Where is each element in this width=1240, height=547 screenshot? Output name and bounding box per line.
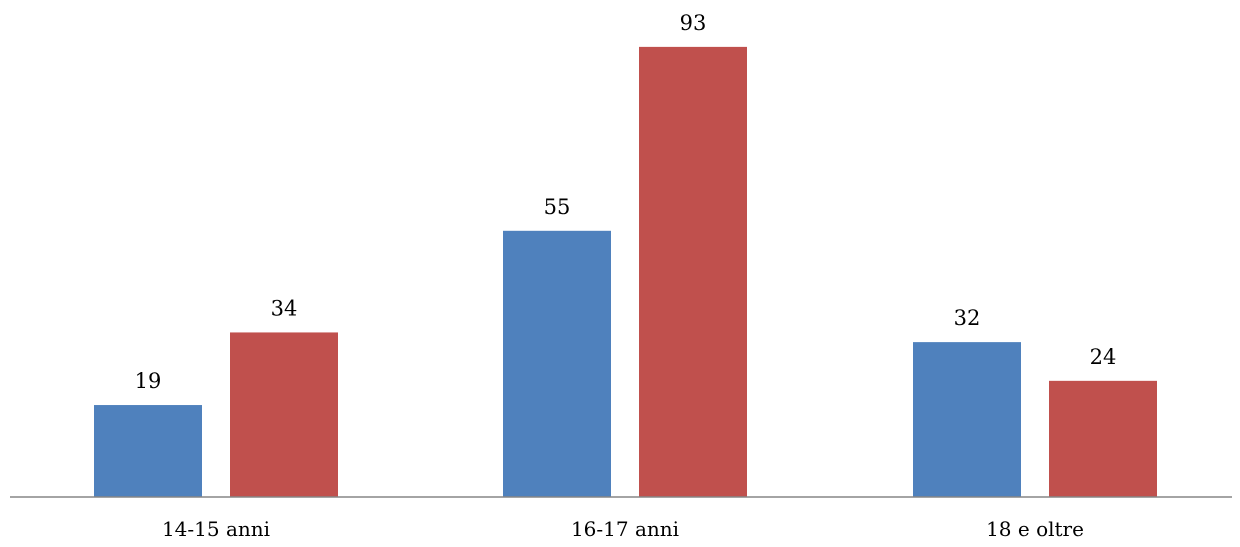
data-label: 32	[954, 306, 981, 330]
bar-14-15-anni-series-1	[94, 405, 202, 497]
data-label: 24	[1090, 345, 1117, 369]
data-label: 19	[135, 369, 162, 393]
bars-group	[94, 46, 1157, 498]
data-label: 55	[544, 195, 571, 219]
data-labels-group: 19 34 55 93 32 24	[135, 11, 1117, 393]
category-label: 16-17 anni	[571, 517, 679, 541]
bar-18-e-oltre-series-2	[1049, 380, 1157, 497]
category-label: 14-15 anni	[162, 517, 270, 541]
data-label: 34	[271, 296, 298, 320]
bar-18-e-oltre-series-1	[913, 342, 1021, 497]
bar-16-17-anni-series-1	[503, 230, 611, 498]
bar-14-15-anni-series-2	[230, 332, 338, 497]
category-labels-group: 14-15 anni 16-17 anni 18 e oltre	[162, 517, 1084, 541]
bar-16-17-anni-series-2	[639, 46, 747, 497]
data-label: 93	[680, 11, 707, 35]
category-label: 18 e oltre	[986, 517, 1084, 541]
